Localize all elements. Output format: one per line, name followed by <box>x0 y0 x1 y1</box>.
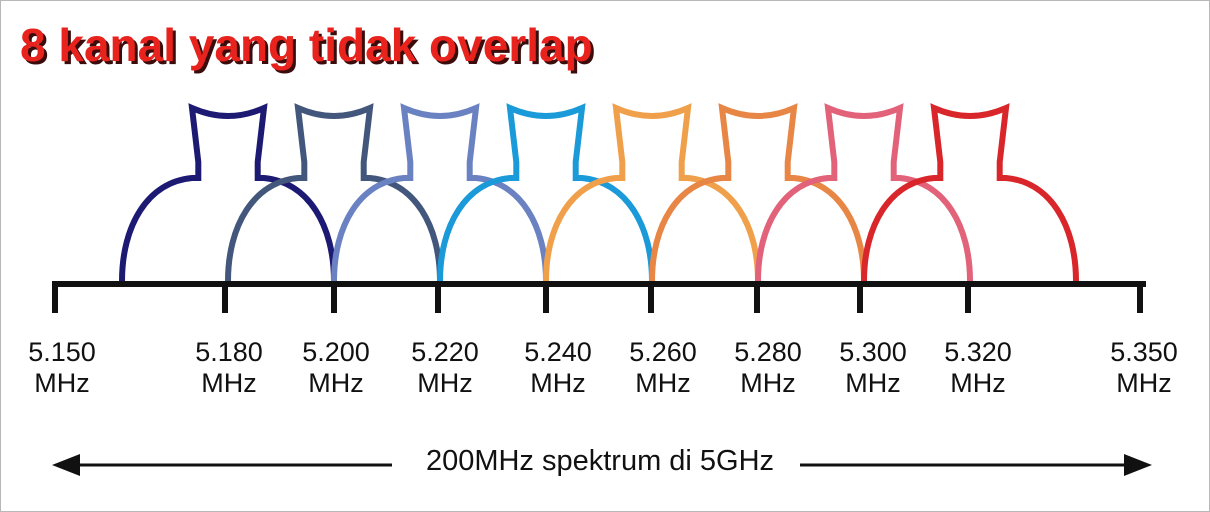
tick-label: 5.180 MHz <box>184 337 274 399</box>
spectrum-arrow <box>52 454 1152 476</box>
tick-label: 5.240 MHz <box>513 337 603 399</box>
channel-mask-4 <box>437 103 655 282</box>
channel-mask-8 <box>861 103 1079 282</box>
tick-value: 5.350 <box>1110 337 1178 367</box>
channel-mask-5 <box>543 103 761 282</box>
tick-label: 5.320 MHz <box>933 337 1023 399</box>
tick-value: 5.240 <box>524 337 592 367</box>
tick-value: 5.320 <box>944 337 1012 367</box>
tick-label: 5.150 MHz <box>17 337 107 399</box>
tick-label: 5.280 MHz <box>723 337 813 399</box>
tick-value: 5.280 <box>734 337 802 367</box>
tick-label: 5.200 MHz <box>291 337 381 399</box>
tick-unit: MHz <box>845 368 901 398</box>
tick-unit: MHz <box>417 368 473 398</box>
spectrum-label: 200MHz spektrum di 5GHz <box>425 445 775 477</box>
tick-value: 5.180 <box>195 337 263 367</box>
tick-value: 5.200 <box>302 337 370 367</box>
channel-masks <box>119 103 1079 282</box>
axis-ticks <box>52 281 1143 313</box>
arrow-right-icon <box>1124 454 1152 476</box>
channel-mask-1 <box>119 103 337 282</box>
channel-mask-3 <box>331 103 549 282</box>
tick-unit: MHz <box>308 368 364 398</box>
tick-unit: MHz <box>635 368 691 398</box>
channel-mask-7 <box>755 103 973 282</box>
tick-unit: MHz <box>34 368 90 398</box>
channel-mask-2 <box>225 103 443 282</box>
tick-label: 5.350 MHz <box>1099 337 1189 399</box>
tick-value: 5.300 <box>839 337 907 367</box>
tick-unit: MHz <box>530 368 586 398</box>
channel-mask-6 <box>649 103 867 282</box>
tick-label: 5.260 MHz <box>618 337 708 399</box>
tick-unit: MHz <box>1116 368 1172 398</box>
diagram-title: 8 kanal yang tidak overlap <box>20 19 593 71</box>
tick-value: 5.260 <box>629 337 697 367</box>
arrow-left-icon <box>52 454 80 476</box>
tick-unit: MHz <box>950 368 1006 398</box>
tick-label: 5.300 MHz <box>828 337 918 399</box>
tick-unit: MHz <box>201 368 257 398</box>
tick-unit: MHz <box>740 368 796 398</box>
tick-value: 5.150 <box>28 337 96 367</box>
tick-value: 5.220 <box>411 337 479 367</box>
tick-label: 5.220 MHz <box>400 337 490 399</box>
